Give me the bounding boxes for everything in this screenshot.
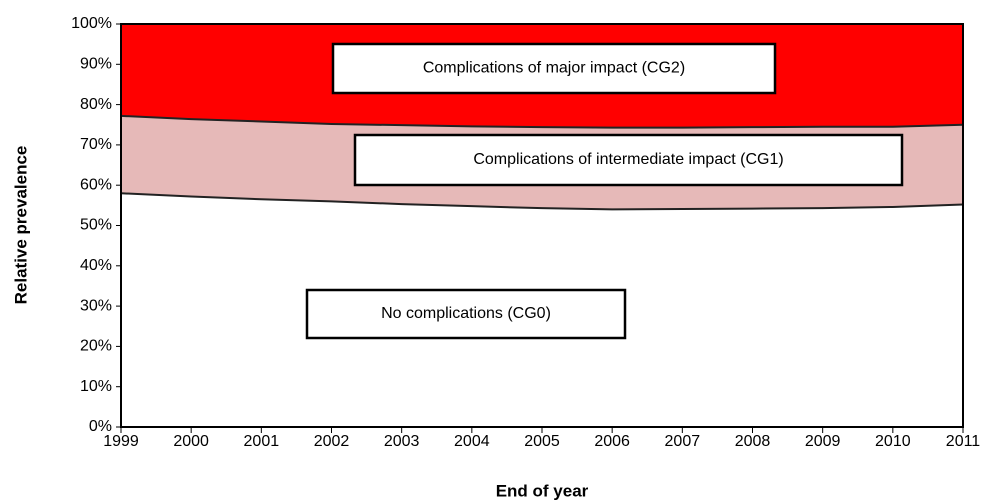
y-tick-label: 60%	[80, 176, 112, 193]
y-tick-label: 0%	[89, 418, 112, 435]
series-label: Complications of major impact (CG2)	[423, 60, 685, 77]
x-tick-label: 2000	[173, 433, 209, 450]
y-tick-label: 30%	[80, 297, 112, 314]
series-label: Complications of intermediate impact (CG…	[473, 151, 783, 168]
y-tick-label: 80%	[80, 96, 112, 113]
y-tick-label: 40%	[80, 257, 112, 274]
y-tick-label: 100%	[71, 15, 112, 32]
x-tick-label: 2002	[314, 433, 350, 450]
y-tick-label: 70%	[80, 136, 112, 153]
x-tick-label: 2004	[454, 433, 490, 450]
x-tick-label: 1999	[103, 433, 139, 450]
x-axis-title: End of year	[496, 481, 589, 500]
boundary-line	[120, 192, 964, 211]
x-tick-label: 2005	[524, 433, 560, 450]
x-tick-label: 2007	[665, 433, 701, 450]
boundary-line	[120, 114, 964, 129]
y-tick-label: 10%	[80, 378, 112, 395]
x-tick-label: 2010	[875, 433, 911, 450]
x-tick-label: 2006	[594, 433, 630, 450]
x-tick-label: 2001	[244, 433, 280, 450]
x-tick-label: 2009	[805, 433, 841, 450]
series-label: No complications (CG0)	[381, 305, 551, 322]
y-tick-label: 90%	[80, 56, 112, 73]
x-tick-label: 2008	[735, 433, 771, 450]
y-tick-label: 50%	[80, 217, 112, 234]
label-box	[353, 133, 904, 187]
x-tick-label: 2011	[946, 433, 981, 450]
x-tick-label: 2003	[384, 433, 420, 450]
label-box	[331, 42, 777, 95]
y-tick-label: 20%	[80, 338, 112, 355]
label-box	[305, 288, 627, 340]
y-axis-title: Relative prevalence	[11, 146, 30, 305]
